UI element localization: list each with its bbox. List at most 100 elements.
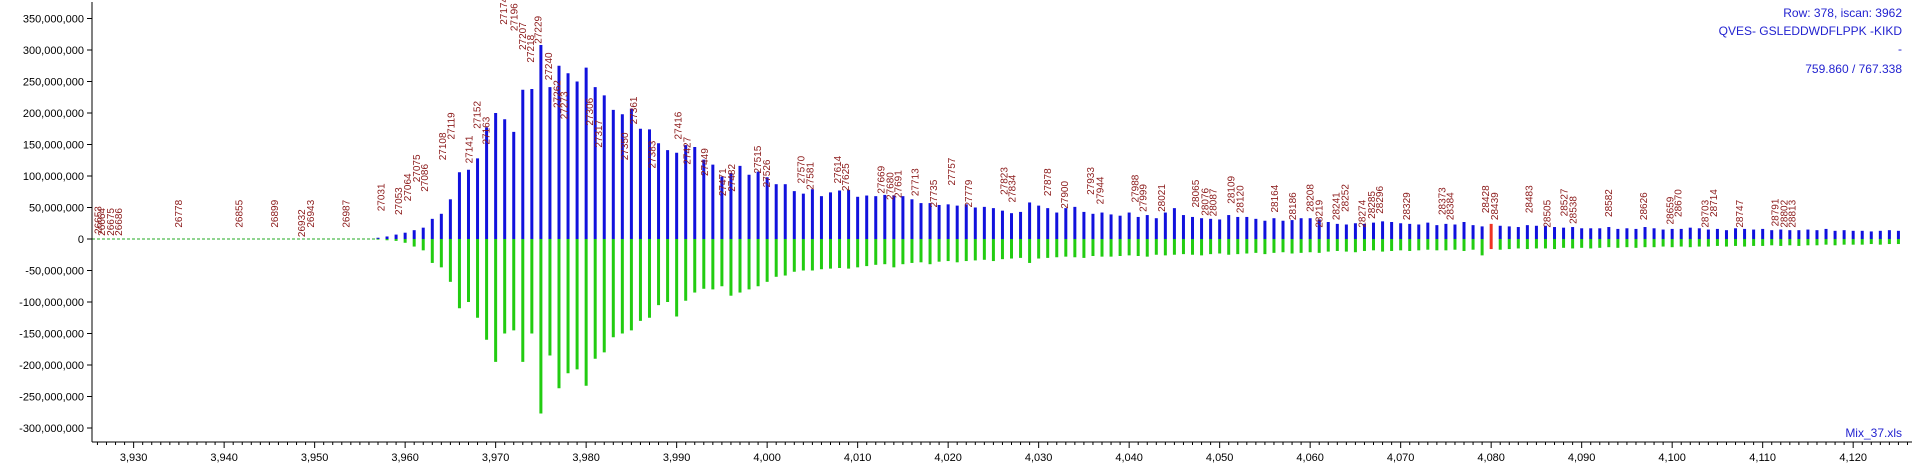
- peak-label: 26855: [235, 199, 246, 227]
- x-tick-label: 4,070: [1387, 452, 1415, 464]
- peak-label: 26686: [114, 208, 125, 236]
- y-tick-label: 300,000,000: [23, 45, 84, 57]
- x-tick-label: 3,990: [663, 452, 691, 464]
- x-tick-label: 3,980: [572, 452, 600, 464]
- peak-label: 26987: [341, 199, 352, 227]
- peak-label: 27262: [552, 80, 563, 108]
- x-tick-label: 4,030: [1025, 452, 1053, 464]
- peak-label: 27581: [806, 162, 817, 190]
- y-tick-label: 200,000,000: [23, 108, 84, 120]
- peak-label: 28208: [1305, 184, 1316, 212]
- x-tick-label: 4,040: [1115, 452, 1143, 464]
- x-tick-label: 4,010: [844, 452, 872, 464]
- peak-label: 26653: [93, 206, 104, 234]
- peak-label: 28252: [1341, 184, 1352, 212]
- peak-label: 28285: [1367, 191, 1378, 219]
- peak-label: 27988: [1131, 174, 1142, 202]
- x-tick-label: 4,050: [1206, 452, 1234, 464]
- peak-label: 26675: [106, 208, 117, 236]
- x-tick-label: 4,100: [1658, 452, 1686, 464]
- peak-label: 26943: [306, 199, 317, 227]
- peak-label: 28703: [1701, 199, 1712, 227]
- peak-label: 26778: [174, 199, 185, 227]
- peak-label: 27427: [683, 136, 694, 164]
- peak-label: 28626: [1639, 192, 1650, 220]
- peak-label: 27614: [833, 155, 844, 183]
- peak-label: 28274: [1358, 199, 1369, 227]
- peak-label: 27306: [585, 97, 596, 125]
- peak-label: 27570: [797, 155, 808, 183]
- peak-label: 28373: [1437, 187, 1448, 215]
- peak-label: 27878: [1043, 168, 1054, 196]
- x-tick-label: 4,090: [1568, 452, 1596, 464]
- peak-label: 28384: [1446, 192, 1457, 220]
- peak-label: 28241: [1332, 192, 1343, 220]
- peak-label: 28791: [1770, 198, 1781, 226]
- peak-label: 27834: [1008, 174, 1019, 202]
- peak-label: 27317: [594, 119, 605, 147]
- y-tick-label: -50,000,000: [25, 266, 84, 278]
- peak-label: 28109: [1227, 175, 1238, 203]
- peak-label: 28582: [1604, 189, 1615, 217]
- y-tick-label: 350,000,000: [23, 14, 84, 26]
- peak-label: 27471: [718, 168, 729, 196]
- peak-label: 27086: [420, 164, 431, 192]
- x-tick-label: 4,020: [934, 452, 962, 464]
- y-tick-label: 150,000,000: [23, 140, 84, 152]
- y-tick-label: 0: [78, 234, 84, 246]
- row-iscan-info: Row: 378, iscan: 3962: [1783, 6, 1902, 20]
- peak-label: 28802: [1779, 199, 1790, 227]
- x-tick-label: 3,940: [210, 452, 238, 464]
- x-tick-label: 4,120: [1839, 452, 1867, 464]
- peak-label: 28219: [1314, 199, 1325, 227]
- peak-label: 27174: [499, 0, 510, 25]
- peak-label: 27207: [518, 22, 529, 50]
- peak-label: 28483: [1524, 185, 1535, 213]
- peak-label: 28186: [1288, 192, 1299, 220]
- peak-label: 28021: [1157, 184, 1168, 212]
- peak-label: 27053: [394, 187, 405, 215]
- peak-label: 27229: [533, 15, 544, 43]
- peak-label: 27900: [1060, 181, 1071, 209]
- observed-bars: [376, 44, 1900, 239]
- peak-label: 27361: [629, 96, 640, 124]
- peak-label: 27218: [526, 34, 537, 62]
- peak-label: 28076: [1200, 187, 1211, 215]
- x-tick-label: 3,950: [301, 452, 329, 464]
- peak-label: 27196: [510, 3, 521, 31]
- peak-label: 27933: [1086, 167, 1097, 195]
- peak-label: 27515: [753, 145, 764, 173]
- peak-label: 27449: [700, 148, 711, 176]
- peak-label: 28439: [1490, 192, 1501, 220]
- peak-label: 27141: [464, 135, 475, 163]
- peak-label: 28538: [1569, 196, 1580, 224]
- peak-label: 28505: [1542, 199, 1553, 227]
- peak-label: 28329: [1402, 192, 1413, 220]
- peak-label: 27526: [762, 159, 773, 187]
- peak-label: 27416: [674, 111, 685, 139]
- peak-label: 28747: [1735, 199, 1746, 227]
- peak-label: 27779: [964, 179, 975, 207]
- peak-label: 28670: [1674, 189, 1685, 217]
- peak-label: 27713: [911, 168, 922, 196]
- peak-label: 28065: [1191, 179, 1202, 207]
- x-tick-label: 3,970: [482, 452, 510, 464]
- peak-label: 27075: [412, 154, 423, 182]
- y-tick-label: -150,000,000: [19, 329, 84, 341]
- peak-label: 27108: [438, 132, 449, 160]
- peak-label: 27669: [876, 165, 887, 193]
- separator-dash: -: [1898, 42, 1902, 56]
- y-tick-label: 50,000,000: [29, 203, 84, 215]
- peak-label: 27482: [727, 164, 738, 192]
- peak-label: 27757: [947, 157, 958, 185]
- peak-label: 27735: [929, 179, 940, 207]
- peak-label: 26899: [270, 199, 281, 227]
- peak-label: 28296: [1375, 186, 1386, 214]
- y-tick-label: -300,000,000: [19, 423, 84, 435]
- peak-label: 28813: [1788, 199, 1799, 227]
- peak-label: 26932: [297, 209, 308, 237]
- peak-label: 27625: [841, 163, 852, 191]
- peak-label: 27350: [620, 132, 631, 160]
